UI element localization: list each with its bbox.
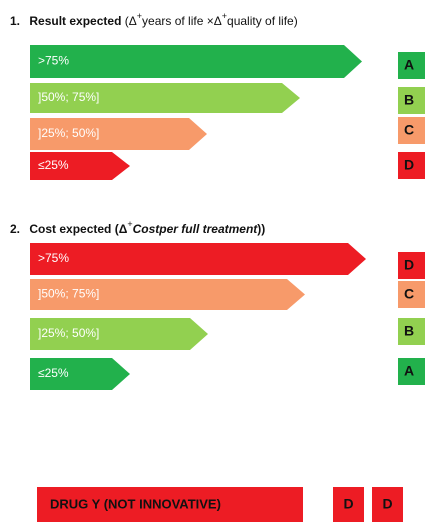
drug-grade: D <box>382 496 392 512</box>
arrow <box>30 279 305 310</box>
title-part: years of life ×Δ <box>142 14 222 28</box>
grade-box <box>398 87 425 114</box>
title-part: quality of life) <box>227 14 298 28</box>
drug-grade-box <box>372 487 403 522</box>
title-part: (Δ <box>121 14 136 28</box>
drug-grade: D <box>343 496 353 512</box>
grade-letter: C <box>404 286 414 302</box>
grade-box <box>398 52 425 79</box>
section-heading: 1. Result expected (Δ+years of life ×Δ+q… <box>10 11 298 28</box>
grade-letter: C <box>404 122 414 138</box>
arrow-label: ]50%; 75%] <box>38 90 99 104</box>
arrow-label: >75% <box>38 251 69 265</box>
arrow-label: ≤25% <box>38 158 69 172</box>
grade-letter: B <box>404 92 414 108</box>
arrow-label: ]25%; 50%] <box>38 126 99 140</box>
title: Cost expected (Δ <box>29 222 127 236</box>
drug-box <box>37 487 303 522</box>
grade-box <box>398 152 425 179</box>
grade-letter: D <box>404 257 414 273</box>
drug-grade-box <box>333 487 364 522</box>
arrow <box>30 318 208 350</box>
grade-box <box>398 117 425 144</box>
arrow <box>30 243 366 275</box>
arrow-label: ]25%; 50%] <box>38 326 99 340</box>
arrow <box>30 152 130 180</box>
arrow <box>30 118 207 150</box>
sup: + <box>137 11 142 21</box>
sup: + <box>127 219 132 229</box>
grade-box <box>398 281 425 308</box>
section-heading: 2. Cost expected (Δ+Costper full treatme… <box>10 219 265 236</box>
grade-box <box>398 318 425 345</box>
sup: + <box>222 11 227 21</box>
arrow <box>30 83 300 113</box>
arrow-label: ≤25% <box>38 366 69 380</box>
grade-box <box>398 358 425 385</box>
drug-name: DRUG Y (NOT INNOVATIVE) <box>50 496 221 511</box>
number: 2. <box>10 222 20 236</box>
grade-letter: A <box>404 363 414 379</box>
title-part: )) <box>257 222 265 236</box>
grade-letter: B <box>404 323 414 339</box>
arrow-label: >75% <box>38 54 69 68</box>
title: Result expected <box>29 14 121 28</box>
arrow <box>30 358 130 390</box>
arrow-label: ]50%; 75%] <box>38 287 99 301</box>
grade-box <box>398 252 425 279</box>
grade-letter: D <box>404 157 414 173</box>
title-part: Costper full treatment <box>133 222 259 236</box>
grade-letter: A <box>404 57 414 73</box>
arrow <box>30 45 362 78</box>
number: 1. <box>10 14 20 28</box>
